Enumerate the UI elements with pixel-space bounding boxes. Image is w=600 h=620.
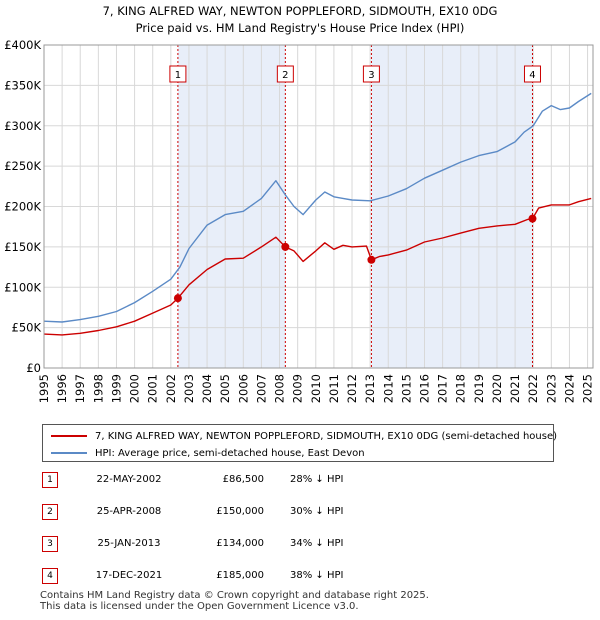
y-tick-label: £400K (4, 38, 41, 52)
x-tick-label: 1998 (91, 374, 105, 403)
legend-item-hpi: HPI: Average price, semi-detached house,… (51, 444, 365, 462)
sale-hpi-diff: 38% ↓ HPI (290, 570, 344, 581)
sale-number-box (362, 65, 380, 83)
sale-number-label: 1 (175, 70, 181, 81)
legend-item-property: 7, KING ALFRED WAY, NEWTON POPPLEFORD, S… (51, 427, 557, 445)
chart-legend: 7, KING ALFRED WAY, NEWTON POPPLEFORD, S… (42, 424, 557, 462)
x-tick-label: 1999 (109, 374, 123, 403)
footer-line-licence: This data is licensed under the Open Gov… (40, 601, 359, 612)
sale-row: 1 22-MAY-2002 £86,500 28% ↓ HPI (42, 472, 562, 492)
x-tick-label: 1997 (73, 374, 87, 403)
sale-row: 2 25-APR-2008 £150,000 30% ↓ HPI (42, 504, 562, 524)
x-tick-label: 2025 (581, 374, 595, 403)
sale-date: 25-JAN-2013 (97, 538, 161, 549)
property-series-line (43, 197, 592, 336)
sale-hpi-diff: 28% ↓ HPI (290, 474, 344, 485)
sale-number-badge: 1 (42, 472, 58, 488)
y-tick-label: £300K (4, 119, 41, 133)
x-tick-label: 2015 (399, 374, 413, 403)
sale-price: £185,000 (216, 570, 264, 581)
x-tick-label: 2013 (363, 374, 377, 403)
x-tick-label: 2007 (254, 374, 268, 403)
plot-frame (43, 44, 594, 369)
sale-price: £134,000 (216, 538, 264, 549)
x-tick-label: 2009 (291, 374, 305, 403)
x-tick-label: 2022 (526, 374, 540, 403)
y-tick-label: £250K (4, 159, 41, 173)
x-tick-label: 2017 (436, 374, 450, 403)
x-tick-label: 2011 (327, 374, 341, 403)
sale-number-box (523, 65, 541, 83)
sale-price: £86,500 (222, 474, 264, 485)
y-tick-label: £100K (4, 280, 41, 294)
sale-date: 22-MAY-2002 (96, 474, 162, 485)
y-tick-label: £350K (4, 78, 41, 92)
x-tick-label: 2004 (200, 374, 214, 403)
x-tick-label: 2005 (218, 374, 232, 403)
x-tick-label: 2024 (562, 374, 576, 403)
x-tick-label: 2021 (508, 374, 522, 403)
chart-title: 7, KING ALFRED WAY, NEWTON POPPLEFORD, S… (103, 4, 498, 18)
x-tick-label: 2010 (309, 374, 323, 403)
x-tick-label: 2016 (417, 374, 431, 403)
y-tick-label: £0 (26, 361, 41, 375)
x-tick-label: 2023 (544, 374, 558, 403)
sale-number-badge: 2 (42, 504, 58, 520)
sale-number-label: 3 (368, 70, 374, 81)
sale-point (528, 214, 537, 223)
sale-price: £150,000 (216, 506, 264, 517)
sale-number-box (169, 65, 187, 83)
x-tick-label: 2018 (454, 374, 468, 403)
sale-hpi-diff: 34% ↓ HPI (290, 538, 344, 549)
sale-number-box (276, 65, 294, 83)
legend-swatch-hpi (51, 452, 87, 454)
sale-number-label: 2 (282, 70, 288, 81)
chart-subtitle: Price paid vs. HM Land Registry's House … (136, 21, 465, 35)
y-tick-label: £200K (4, 200, 41, 214)
sale-date: 17-DEC-2021 (95, 570, 163, 581)
legend-label-hpi: HPI: Average price, semi-detached house,… (95, 447, 365, 459)
footer-credits: Contains HM Land Registry data © Crown c… (40, 590, 429, 612)
x-tick-label: 2001 (146, 374, 160, 403)
x-tick-label: 2020 (490, 374, 504, 403)
sale-row: 4 17-DEC-2021 £185,000 38% ↓ HPI (42, 568, 562, 588)
legend-swatch-property (51, 435, 87, 437)
x-tick-label: 2000 (128, 374, 142, 403)
footer-line-copyright: Contains HM Land Registry data © Crown c… (40, 590, 429, 601)
y-tick-label: £50K (12, 321, 42, 335)
sale-point (367, 255, 376, 264)
sale-point (281, 242, 290, 251)
x-tick-label: 2014 (381, 374, 395, 403)
x-tick-label: 2003 (182, 374, 196, 403)
x-tick-label: 1996 (55, 374, 69, 403)
x-tick-label: 2002 (164, 374, 178, 403)
sale-number-badge: 3 (42, 536, 58, 552)
x-tick-label: 2008 (273, 374, 287, 403)
sale-number-badge: 4 (42, 568, 58, 584)
x-tick-label: 2012 (345, 374, 359, 403)
sale-number-label: 4 (529, 70, 535, 81)
sale-row: 3 25-JAN-2013 £134,000 34% ↓ HPI (42, 536, 562, 556)
hpi-series-line (43, 92, 592, 323)
x-tick-label: 2019 (472, 374, 486, 403)
y-tick-label: £150K (4, 240, 41, 254)
sale-date: 25-APR-2008 (96, 506, 162, 517)
price-chart: 7, KING ALFRED WAY, NEWTON POPPLEFORD, S… (4, 4, 595, 403)
sale-hpi-diff: 30% ↓ HPI (290, 506, 344, 517)
x-tick-label: 2006 (236, 374, 250, 403)
legend-label-property: 7, KING ALFRED WAY, NEWTON POPPLEFORD, S… (95, 430, 557, 442)
sale-point (173, 294, 182, 303)
x-tick-label: 1995 (37, 374, 51, 403)
